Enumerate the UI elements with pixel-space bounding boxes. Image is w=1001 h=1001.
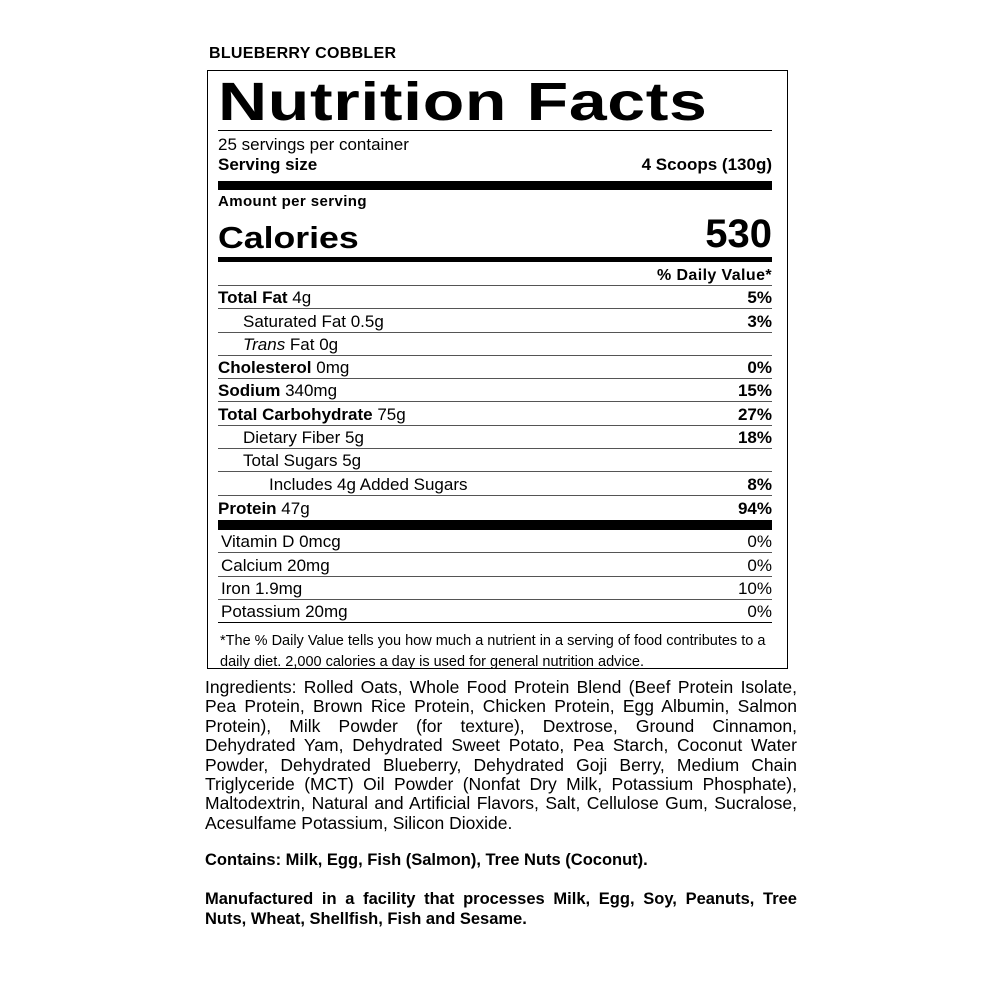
- flavor-name: BLUEBERRY COBBLER: [209, 45, 397, 62]
- ingredients: Ingredients: Rolled Oats, Whole Food Pro…: [205, 677, 797, 833]
- nutrient-row: Saturated Fat 0.5g 3%: [218, 309, 772, 333]
- nutrient-name: Saturated Fat 0.5g: [243, 311, 384, 331]
- vitamin-row: Iron 1.9mg 10%: [218, 577, 772, 600]
- allergen-contains: Contains: Milk, Egg, Fish (Salmon), Tree…: [205, 851, 648, 869]
- nutrient-amount: Fat 0g: [285, 334, 339, 354]
- nutrient-row: Sodium 340mg 15%: [218, 379, 772, 403]
- nutrient-dv: 8%: [747, 474, 772, 494]
- nutrient-dv: 18%: [737, 428, 772, 448]
- nutrient-name: Includes 4g Added Sugars: [269, 474, 468, 494]
- vitamin-row: Calcium 20mg 0%: [218, 553, 772, 577]
- nutrition-facts-panel: Nutrition Facts 25 servings per containe…: [207, 70, 788, 670]
- nutrient-amount: 75g: [372, 404, 406, 424]
- vitamin-name: Calcium 20mg: [221, 555, 330, 575]
- nutrient-dv: 15%: [737, 381, 772, 401]
- dv-header-text: % Daily Value*: [657, 267, 772, 284]
- nutrient-dv: 27%: [737, 404, 772, 424]
- vitamin-name: Vitamin D 0mcg: [221, 532, 341, 552]
- nutrient-name: Trans: [243, 334, 286, 354]
- vitamin-row: Potassium 20mg 0%: [218, 600, 772, 624]
- nutrient-dv: 5%: [747, 288, 772, 308]
- nutrient-amount: 47g: [276, 498, 310, 518]
- nutrient-name: Protein: [218, 498, 277, 518]
- divider: [218, 130, 772, 131]
- nutrient-amount: 4g: [287, 288, 312, 308]
- nutrient-name: Sodium: [218, 381, 281, 401]
- vitamin-row: Vitamin D 0mcg 0%: [218, 530, 772, 554]
- vitamin-dv: 0%: [747, 532, 772, 552]
- thick-divider: [218, 181, 772, 190]
- vitamin-name: Potassium 20mg: [221, 602, 348, 622]
- calories-label: Calories: [218, 220, 359, 255]
- nutrient-name: Total Sugars 5g: [243, 451, 362, 471]
- panel-title: Nutrition Facts: [218, 72, 708, 132]
- vitamin-dv: 0%: [747, 555, 772, 575]
- facility-statement: Manufactured in a facility that processe…: [205, 890, 797, 928]
- nutrient-dv: 3%: [747, 311, 772, 331]
- nutrient-row: Cholesterol 0mg 0%: [218, 356, 772, 380]
- nutrient-row: Total Carbohydrate 75g 27%: [218, 402, 772, 426]
- nutrient-dv: 94%: [737, 498, 772, 518]
- nutrient-name: Cholesterol: [218, 358, 312, 378]
- calories-row: Calories 530: [218, 211, 772, 256]
- serving-size-row: Serving size 4 Scoops (130g): [218, 155, 772, 175]
- vitamin-dv: 0%: [747, 602, 772, 622]
- serving-size-value: 4 Scoops (130g): [641, 155, 772, 174]
- nutrient-name: Dietary Fiber 5g: [243, 428, 364, 448]
- nutrient-row: Dietary Fiber 5g 18%: [218, 426, 772, 450]
- nutrient-name: Total Fat: [218, 288, 288, 308]
- nutrient-name: Total Carbohydrate: [218, 404, 373, 424]
- nutrient-row: Trans Fat 0g: [218, 333, 772, 356]
- thick-divider: [218, 519, 772, 530]
- footnote: *The % Daily Value tells you how much a …: [220, 633, 766, 671]
- nutrient-amount: 340mg: [280, 381, 338, 401]
- nutrient-dv: 0%: [747, 358, 772, 378]
- daily-value-header: % Daily Value*: [218, 262, 772, 286]
- servings-per-container: 25 servings per container: [218, 135, 409, 154]
- vitamin-name: Iron 1.9mg: [221, 578, 303, 598]
- nutrient-row: Total Sugars 5g: [218, 449, 772, 473]
- nutrient-row: Total Fat 4g 5%: [218, 286, 772, 310]
- nutrient-row: Protein 47g 94%: [218, 496, 772, 519]
- vitamin-dv: 10%: [737, 578, 772, 598]
- amount-per-serving: Amount per serving: [218, 193, 367, 210]
- nutrient-row: Includes 4g Added Sugars 8%: [218, 472, 772, 496]
- serving-size-label: Serving size: [218, 155, 318, 174]
- medium-divider: [218, 257, 772, 262]
- nutrient-amount: 0mg: [311, 358, 350, 378]
- calories-value: 530: [705, 212, 772, 256]
